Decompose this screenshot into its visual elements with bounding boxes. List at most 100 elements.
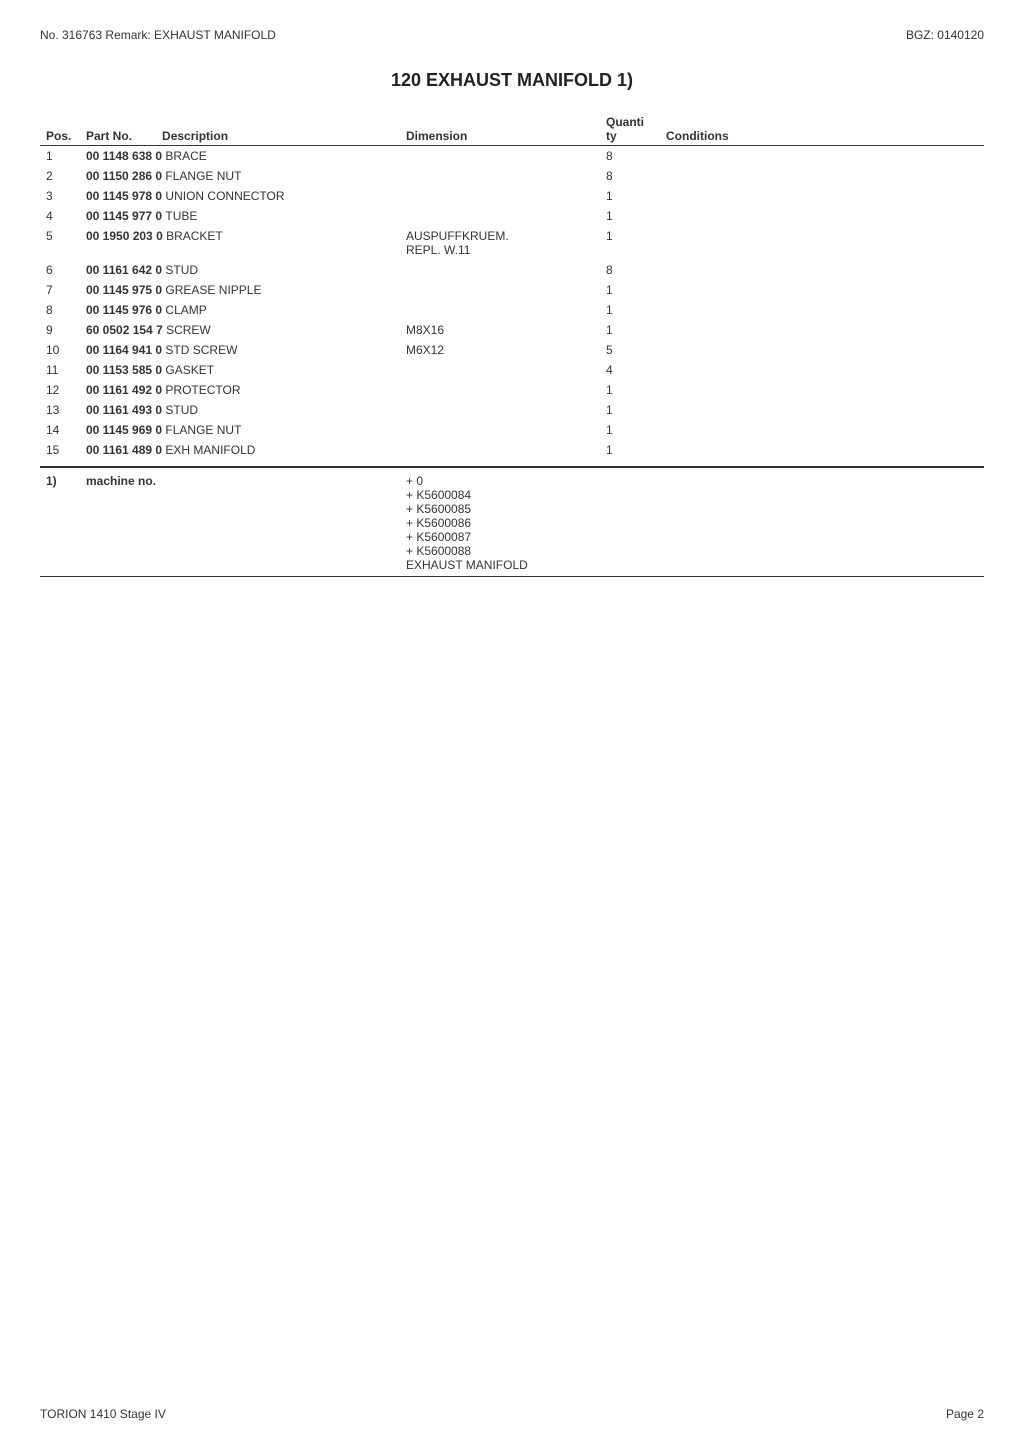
table-row: 1200 1161 492 0 PROTECTOR1 [40, 380, 984, 400]
cell-part-desc: 00 1145 976 0 CLAMP [80, 300, 400, 320]
col-qty: Quanti ty [600, 111, 660, 146]
part-description: GREASE NIPPLE [165, 283, 261, 297]
cell-conditions [660, 320, 984, 340]
cell-pos: 11 [40, 360, 80, 380]
table-row: 100 1148 638 0 BRACE8 [40, 146, 984, 167]
part-number: 00 1148 638 0 [86, 149, 165, 163]
part-number: 60 0502 154 7 [86, 323, 166, 337]
header-right: BGZ: 0140120 [906, 28, 984, 42]
cell-dimension [400, 206, 600, 226]
table-row: 1500 1161 489 0 EXH MANIFOLD1 [40, 440, 984, 460]
cell-qty: 8 [600, 166, 660, 186]
notes-table: 1) machine no. + 0 + K5600084 + K5600085… [40, 472, 984, 574]
cell-dimension [400, 420, 600, 440]
cell-qty: 5 [600, 340, 660, 360]
table-row: 600 1161 642 0 STUD8 [40, 260, 984, 280]
cell-qty: 1 [600, 206, 660, 226]
part-number: 00 1153 585 0 [86, 363, 165, 377]
cell-dimension [400, 300, 600, 320]
cell-conditions [660, 166, 984, 186]
note-row: 1) machine no. + 0 + K5600084 + K5600085… [40, 472, 984, 574]
cell-dimension [400, 260, 600, 280]
cell-pos: 1 [40, 146, 80, 167]
part-number: 00 1145 976 0 [86, 303, 165, 317]
part-number: 00 1161 489 0 [86, 443, 165, 457]
part-number: 00 1950 203 0 [86, 229, 166, 243]
cell-dimension [400, 380, 600, 400]
cell-conditions [660, 400, 984, 420]
cell-conditions [660, 146, 984, 167]
part-description: STUD [165, 263, 198, 277]
part-description: TUBE [165, 209, 197, 223]
part-description: PROTECTOR [165, 383, 240, 397]
part-description: BRACE [165, 149, 206, 163]
cell-pos: 8 [40, 300, 80, 320]
cell-pos: 10 [40, 340, 80, 360]
table-row: 300 1145 978 0 UNION CONNECTOR1 [40, 186, 984, 206]
note-values: + 0 + K5600084 + K5600085 + K5600086 + K… [400, 472, 984, 574]
col-desc: Description [162, 129, 228, 143]
table-row: 960 0502 154 7 SCREWM8X161 [40, 320, 984, 340]
cell-dimension [400, 166, 600, 186]
part-number: 00 1145 969 0 [86, 423, 165, 437]
cell-conditions [660, 440, 984, 460]
table-row: 700 1145 975 0 GREASE NIPPLE1 [40, 280, 984, 300]
cell-dimension [400, 440, 600, 460]
cell-conditions [660, 186, 984, 206]
cell-qty: 1 [600, 440, 660, 460]
cell-conditions [660, 300, 984, 320]
cell-dimension: M6X12 [400, 340, 600, 360]
table-header-row: Pos. Part No. Description Dimension Quan… [40, 111, 984, 146]
part-description: STUD [165, 403, 198, 417]
cell-part-desc: 00 1150 286 0 FLANGE NUT [80, 166, 400, 186]
cell-conditions [660, 380, 984, 400]
table-row: 200 1150 286 0 FLANGE NUT 8 [40, 166, 984, 186]
cell-qty: 4 [600, 360, 660, 380]
part-number: 00 1164 941 0 [86, 343, 165, 357]
table-row: 500 1950 203 0 BRACKETAUSPUFFKRUEM. REPL… [40, 226, 984, 260]
cell-qty: 1 [600, 280, 660, 300]
col-part-desc: Part No. Description [80, 111, 400, 146]
cell-conditions [660, 360, 984, 380]
cell-qty: 1 [600, 420, 660, 440]
cell-pos: 5 [40, 226, 80, 260]
cell-pos: 2 [40, 166, 80, 186]
col-cond: Conditions [660, 111, 984, 146]
part-number: 00 1161 493 0 [86, 403, 165, 417]
cell-part-desc: 00 1145 969 0 FLANGE NUT [80, 420, 400, 440]
cell-qty: 1 [600, 226, 660, 260]
part-number: 00 1150 286 0 [86, 169, 165, 183]
cell-conditions [660, 260, 984, 280]
table-row: 400 1145 977 0 TUBE1 [40, 206, 984, 226]
cell-part-desc: 00 1153 585 0 GASKET [80, 360, 400, 380]
cell-part-desc: 00 1161 642 0 STUD [80, 260, 400, 280]
cell-dimension: AUSPUFFKRUEM. REPL. W.11 [400, 226, 600, 260]
part-description: GASKET [165, 363, 214, 377]
cell-part-desc: 00 1950 203 0 BRACKET [80, 226, 400, 260]
part-description: STD SCREW [165, 343, 237, 357]
table-row: 1100 1153 585 0 GASKET4 [40, 360, 984, 380]
part-description: EXH MANIFOLD [165, 443, 255, 457]
part-number: 00 1145 978 0 [86, 189, 165, 203]
cell-dimension [400, 146, 600, 167]
cell-qty: 8 [600, 260, 660, 280]
cell-conditions [660, 420, 984, 440]
part-number: 00 1145 975 0 [86, 283, 165, 297]
cell-dimension [400, 360, 600, 380]
footer-right: Page 2 [946, 1407, 984, 1421]
cell-part-desc: 00 1145 977 0 TUBE [80, 206, 400, 226]
cell-pos: 9 [40, 320, 80, 340]
col-part: Part No. [86, 129, 132, 143]
cell-part-desc: 00 1161 489 0 EXH MANIFOLD [80, 440, 400, 460]
cell-qty: 1 [600, 300, 660, 320]
separator-rule [40, 466, 984, 468]
note-label: machine no. [80, 472, 400, 574]
cell-part-desc: 00 1161 492 0 PROTECTOR [80, 380, 400, 400]
part-description: BRACKET [166, 229, 223, 243]
cell-pos: 12 [40, 380, 80, 400]
cell-pos: 14 [40, 420, 80, 440]
cell-conditions [660, 340, 984, 360]
cell-part-desc: 00 1161 493 0 STUD [80, 400, 400, 420]
footer-left: TORION 1410 Stage IV [40, 1407, 166, 1421]
table-row: 1400 1145 969 0 FLANGE NUT 1 [40, 420, 984, 440]
